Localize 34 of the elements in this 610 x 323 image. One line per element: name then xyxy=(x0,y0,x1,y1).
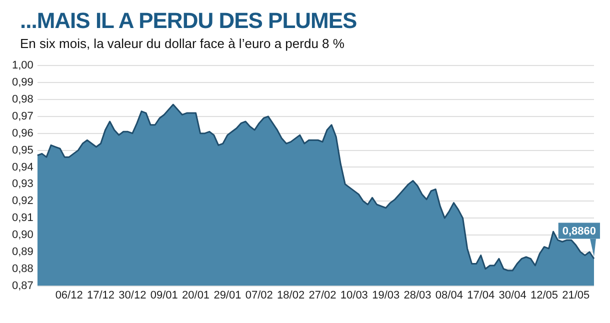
x-tick-label: 06/12 xyxy=(55,289,83,302)
y-tick-label: 1,00 xyxy=(12,60,34,72)
y-tick-label: 0,93 xyxy=(12,178,34,190)
y-tick-label: 0,94 xyxy=(12,161,34,174)
data-label: 0,8860 xyxy=(562,226,596,238)
y-tick-label: 0,91 xyxy=(12,212,34,224)
x-tick-label: 30/12 xyxy=(118,289,146,302)
x-tick-label: 20/01 xyxy=(182,289,210,302)
x-tick-label: 19/03 xyxy=(372,289,400,302)
x-tick-label: 12/05 xyxy=(530,289,558,302)
chart-title: ...MAIS IL A PERDU DES PLUMES xyxy=(20,8,358,34)
y-tick-label: 0,98 xyxy=(12,94,34,106)
x-tick-label: 07/02 xyxy=(245,289,273,302)
y-tick-label: 0,95 xyxy=(12,144,34,156)
x-tick-label: 08/04 xyxy=(435,289,463,302)
x-tick-label: 28/03 xyxy=(404,289,432,302)
y-tick-label: 0,87 xyxy=(12,280,34,292)
x-tick-label: 18/02 xyxy=(277,289,305,302)
x-tick-label: 10/03 xyxy=(340,289,368,302)
y-tick-label: 0,97 xyxy=(12,110,34,122)
x-tick-label: 21/05 xyxy=(562,289,590,302)
x-tick-label: 27/02 xyxy=(308,289,336,302)
y-tick-label: 0,99 xyxy=(12,76,34,89)
x-tick-label: 17/04 xyxy=(467,289,495,302)
y-tick-label: 0,90 xyxy=(12,229,34,242)
x-tick-label: 17/12 xyxy=(86,289,115,302)
chart-subtitle: En six mois, la valeur du dollar face à l’euro a perdu 8 % xyxy=(20,36,346,51)
y-tick-label: 0,89 xyxy=(12,246,34,258)
y-tick-label: 0,88 xyxy=(12,262,34,275)
y-tick-label: 0,92 xyxy=(12,195,34,208)
x-tick-label: 30/04 xyxy=(498,289,526,302)
x-tick-label: 09/01 xyxy=(150,289,178,302)
x-tick-label: 29/01 xyxy=(214,289,242,302)
y-tick-label: 0,96 xyxy=(12,127,34,140)
